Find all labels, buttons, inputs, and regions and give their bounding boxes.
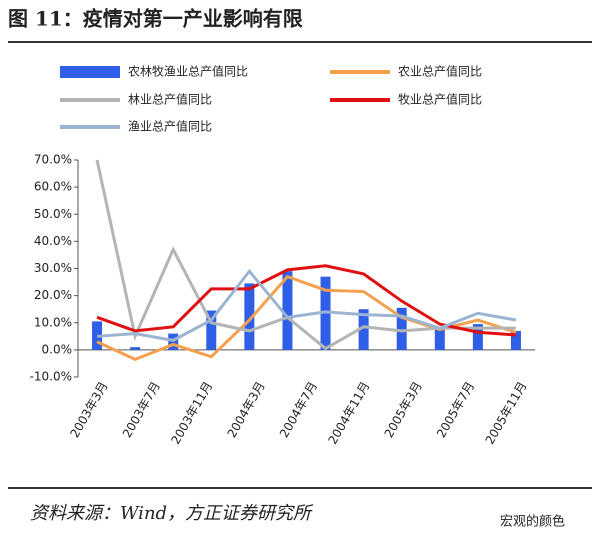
x-tick-label: 2005年7月 [434, 379, 477, 440]
bar [434, 329, 445, 350]
y-tick-label: 20.0% [34, 288, 72, 302]
x-tick-label: 2004年7月 [277, 379, 320, 440]
chart-title: 图 11：疫情对第一产业影响有限 [8, 7, 303, 31]
x-tick-label: 2003年3月 [67, 379, 110, 440]
legend-label: 渔业总产值同比 [128, 119, 212, 134]
bar [510, 330, 521, 350]
legend-label: 林业总产值同比 [128, 92, 212, 107]
x-tick-label: 2005年11月 [483, 379, 530, 446]
y-tick-label: 50.0% [34, 207, 72, 221]
bar [472, 324, 483, 350]
bar [130, 347, 141, 350]
line [95, 159, 516, 351]
y-tick-label: 60.0% [34, 180, 72, 194]
bar [244, 283, 255, 350]
y-tick-label: 40.0% [34, 234, 72, 248]
x-tick-label: 2003年11月 [168, 379, 215, 446]
legend-label: 牧业总产值同比 [398, 92, 482, 107]
y-tick-label: -10.0% [30, 370, 72, 384]
y-tick-label: 0.0% [42, 342, 73, 356]
source: 资料来源：Wind，方正证券研究所 [30, 503, 314, 524]
legend-swatch [60, 66, 120, 78]
watermark: 宏观的颜色 [500, 514, 565, 530]
legend-label: 农业总产值同比 [398, 64, 482, 79]
x-tick-label: 2005年3月 [382, 379, 425, 440]
y-tick-label: 10.0% [34, 315, 72, 329]
y-tick-label: 30.0% [34, 261, 72, 275]
legend-label: 农林牧渔业总产值同比 [128, 64, 248, 79]
x-tick-label: 2004年11月 [325, 379, 372, 446]
bar [358, 309, 369, 350]
line [96, 268, 517, 342]
bar [396, 307, 407, 350]
bar [206, 310, 217, 350]
bar [282, 271, 293, 350]
line [96, 274, 517, 361]
x-tick-label: 2004年3月 [225, 379, 268, 440]
x-tick-label: 2003年7月 [120, 379, 163, 440]
y-tick-label: 70.0% [34, 153, 72, 167]
